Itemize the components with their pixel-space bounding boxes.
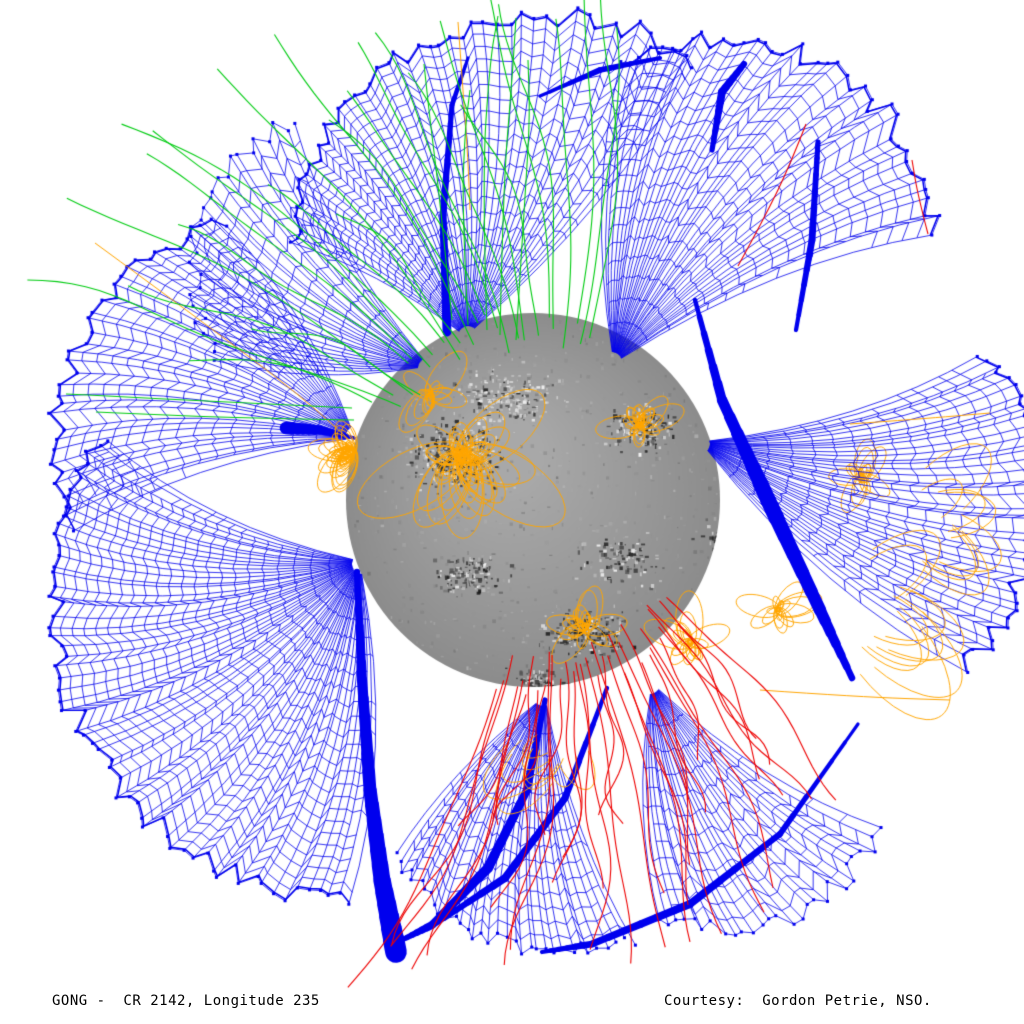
model-caption: GONG - CR 2142, Longitude 235 — [52, 993, 320, 1009]
courtesy-caption: Courtesy: Gordon Petrie, NSO. — [664, 993, 932, 1009]
